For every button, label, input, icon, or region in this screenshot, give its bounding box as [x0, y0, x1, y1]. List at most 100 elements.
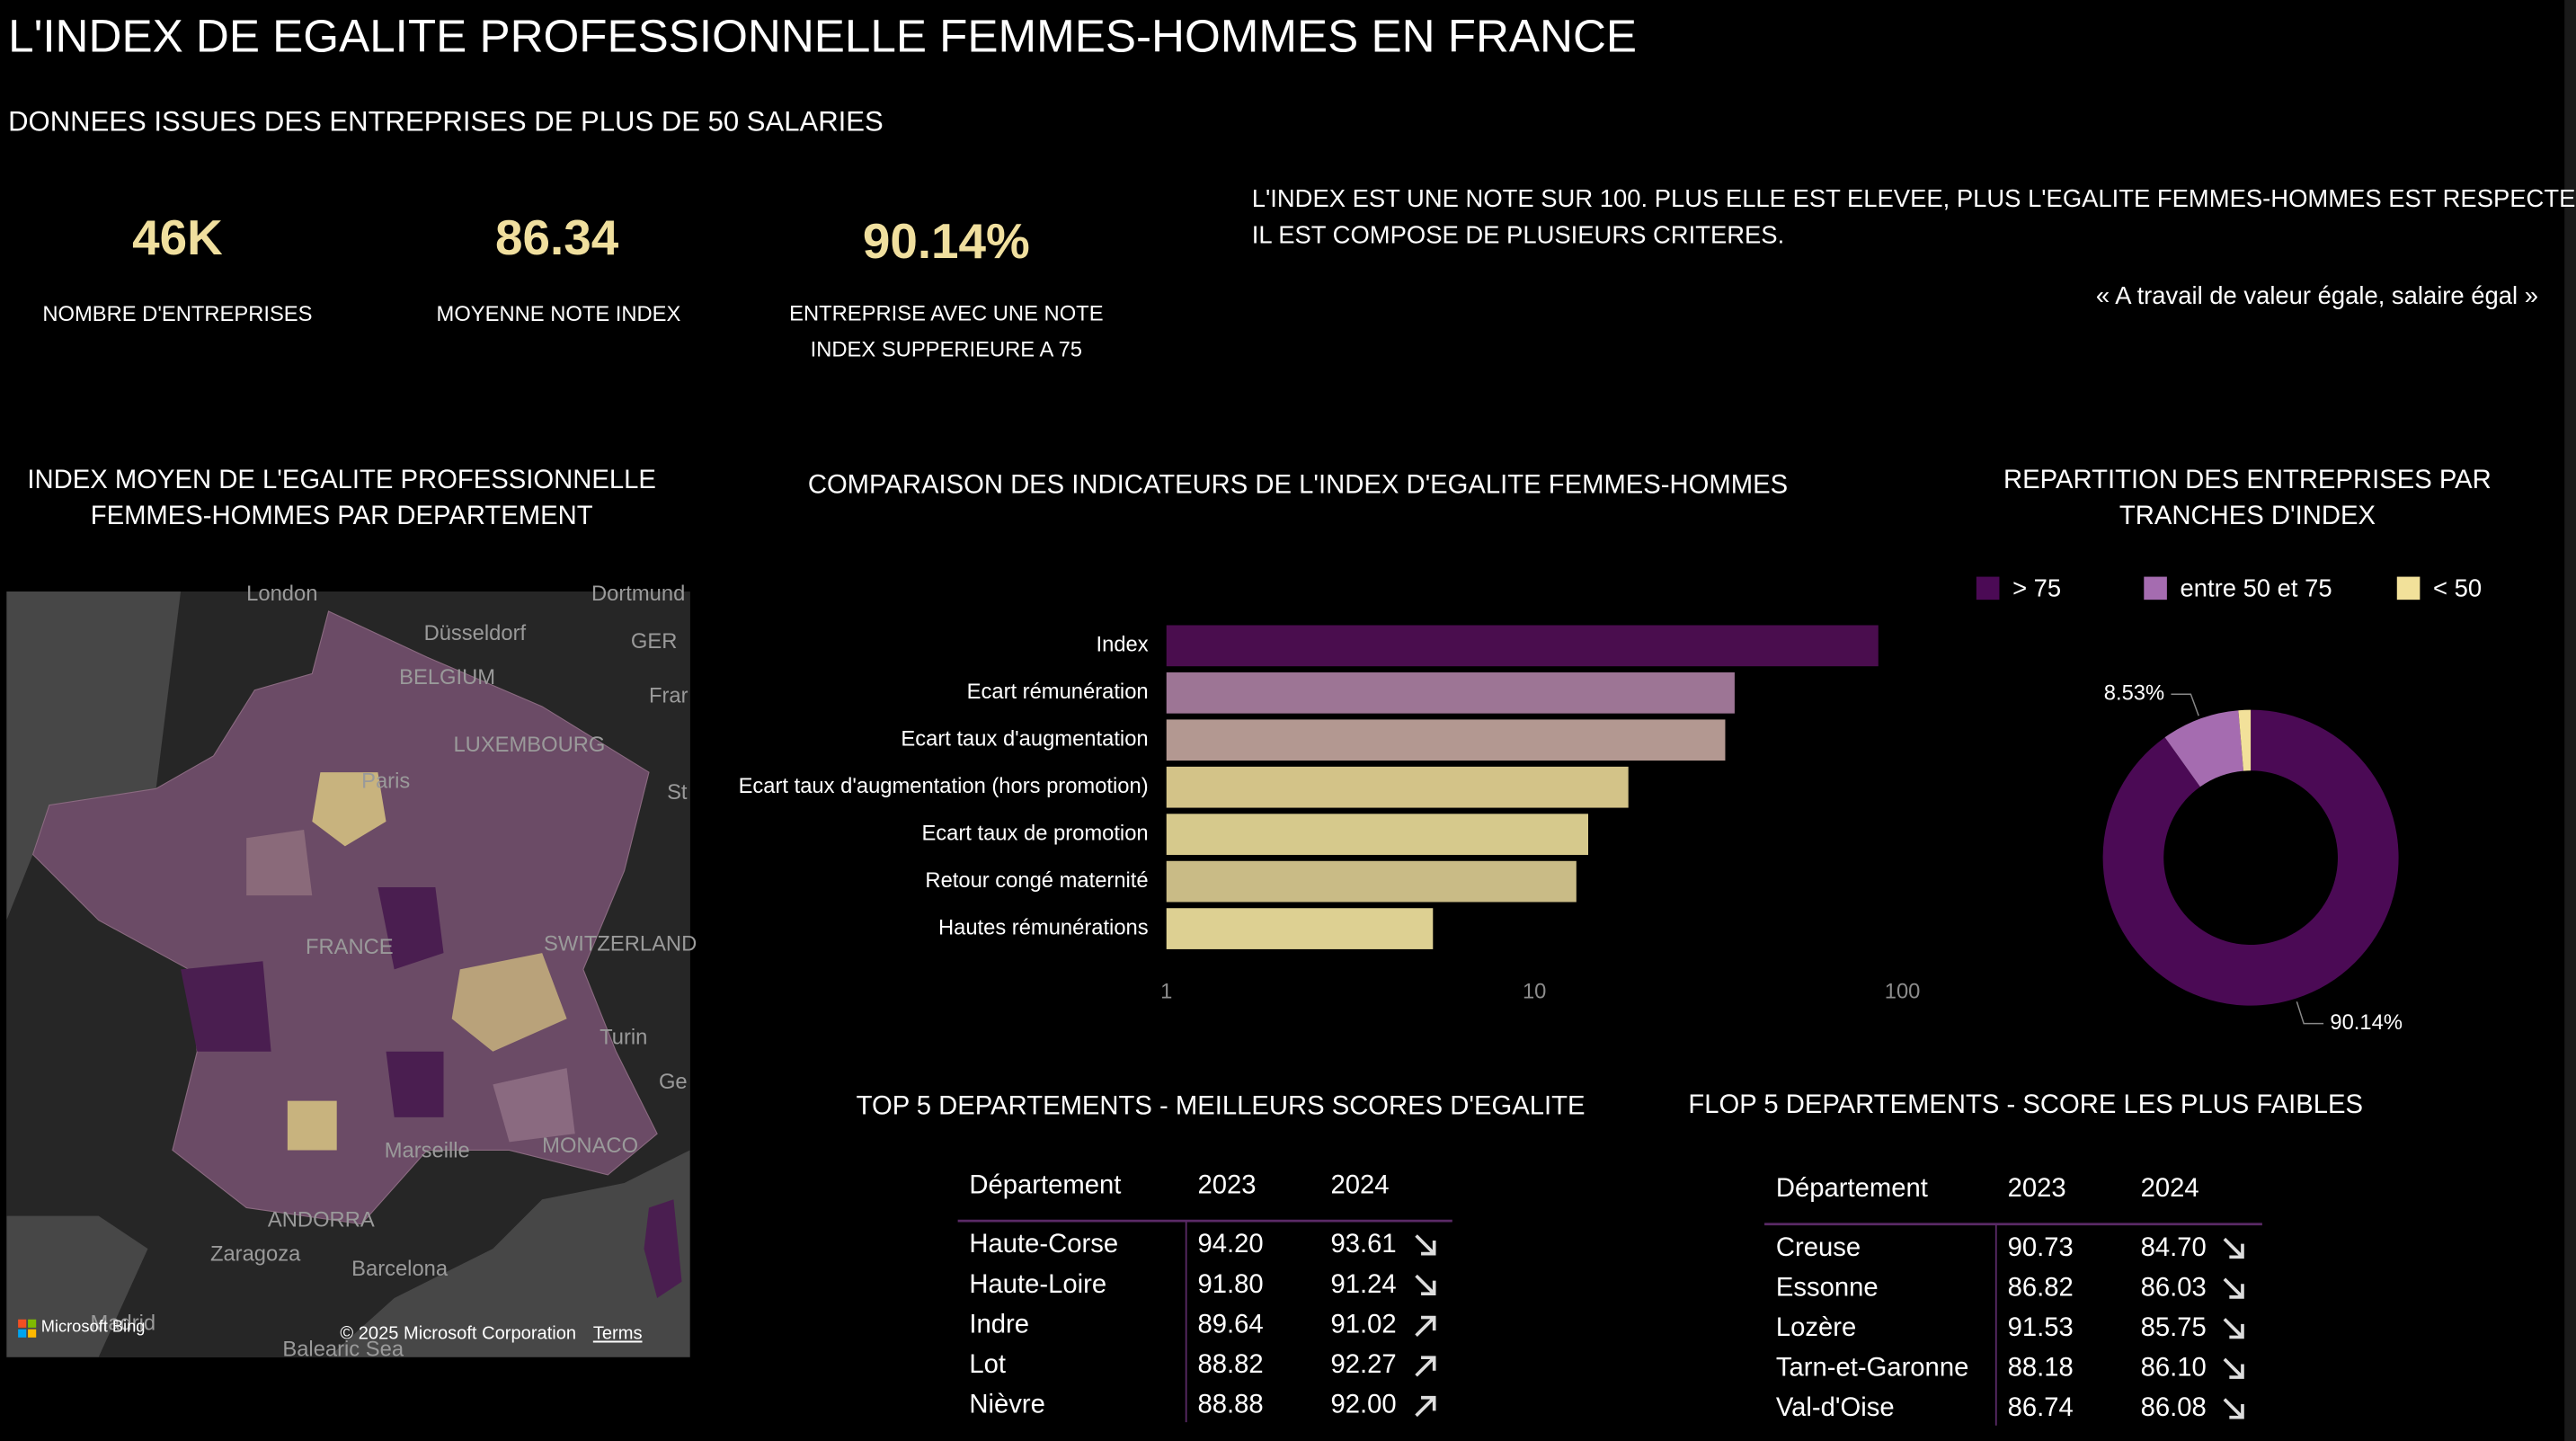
donut-title-box: REPARTITION DES ENTREPRISES PAR TRANCHES… [2003, 467, 2492, 531]
legend-swatch [2144, 576, 2167, 600]
legend-swatch [1976, 576, 2000, 600]
kpi-label: NOMBRE D'ENTREPRISES [42, 302, 312, 326]
leader-line [2171, 693, 2199, 716]
arrow-down [1415, 1274, 1436, 1296]
bar [1166, 766, 1629, 808]
map-region [378, 887, 444, 970]
table-cell: 86.82 [2008, 1273, 2074, 1302]
table-cell: 91.02 [1331, 1310, 1397, 1339]
data-label: 90.14% [2330, 1010, 2403, 1035]
map-label: Barcelona [351, 1257, 449, 1281]
table-cell: Lozère [1776, 1313, 1856, 1342]
bing-logo [28, 1319, 37, 1328]
map-label: SWITZERLAND [544, 931, 697, 956]
table-cell: 88.82 [1197, 1350, 1263, 1379]
table-title: TOP 5 DEPARTEMENTS - MEILLEURS SCORES D'… [857, 1092, 1586, 1121]
bar [1166, 719, 1726, 761]
map-title-box: INDEX MOYEN DE L'EGALITE PROFESSIONNELLE… [27, 467, 656, 531]
arrow-down [2223, 1318, 2244, 1339]
table-cell: 91.53 [2008, 1313, 2074, 1342]
bing-logo [18, 1329, 27, 1338]
map-label: Madrid [91, 1312, 156, 1336]
map-attribution: © 2025 Microsoft Corporation [340, 1323, 576, 1343]
map-label: ANDORRA [268, 1207, 375, 1232]
bar [1166, 672, 1735, 714]
legend-label: < 50 [2433, 574, 2482, 601]
map-label: BELGIUM [399, 665, 495, 689]
table-cell: Essonne [1776, 1273, 1879, 1302]
column-header: Département [1776, 1174, 1928, 1203]
x-tick-label: 10 [1523, 979, 1546, 1003]
bar [1166, 860, 1577, 903]
table-cell: 91.24 [1331, 1270, 1397, 1299]
page-subtitle: DONNEES ISSUES DES ENTREPRISES DE PLUS D… [8, 105, 884, 137]
table-cell: Tarn-et-Garonne [1776, 1354, 1969, 1383]
kpi-value: 46K [132, 209, 223, 265]
table-cell: 86.08 [2141, 1393, 2207, 1422]
y-tick-label: Ecart taux d'augmentation [901, 727, 1148, 752]
map-region [493, 1068, 575, 1143]
map[interactable]: London Düsseldorf Dortmund GER BELGIUM F… [6, 582, 697, 1362]
map-region [287, 1100, 337, 1151]
arrow-up [1415, 1395, 1436, 1418]
table-cell: Creuse [1776, 1233, 1861, 1262]
table-cell: 89.64 [1197, 1310, 1263, 1339]
map-region [181, 961, 271, 1052]
map-label: Frar [649, 683, 688, 707]
x-tick-label: 100 [1885, 979, 1921, 1003]
map-label: Düsseldorf [424, 621, 527, 645]
kpi-value: 86.34 [495, 209, 619, 265]
x-tick-label: 1 [1160, 979, 1172, 1003]
table-cell: 88.18 [2008, 1354, 2074, 1383]
map-title: INDEX MOYEN DE L'EGALITE PROFESSIONNELLE… [27, 467, 656, 531]
map-region [386, 1051, 444, 1117]
y-tick-label: Ecart rémunération [967, 680, 1149, 704]
arrow-up [1415, 1315, 1436, 1337]
note-line: L'INDEX EST UNE NOTE SUR 100. PLUS ELLE … [1252, 184, 2576, 212]
bing-text: Microsoft Bing [41, 1317, 146, 1336]
table-cell: 92.27 [1331, 1350, 1397, 1379]
y-tick-label: Hautes rémunérations [938, 915, 1149, 939]
y-tick-label: Index [1097, 633, 1149, 657]
table-cell: 86.10 [2141, 1354, 2207, 1383]
arrow-down [2223, 1398, 2244, 1419]
map-region [451, 953, 567, 1052]
map-france [31, 610, 658, 1225]
table-cell: Indre [969, 1310, 1029, 1339]
scrollbar [2564, 0, 2576, 1441]
map-region [312, 772, 386, 847]
data-label: 8.53% [2104, 681, 2164, 706]
table-cell: 91.80 [1197, 1270, 1263, 1299]
map-label: Marseille [385, 1139, 470, 1163]
map-label: London [246, 582, 317, 606]
column-header: 2023 [2008, 1174, 2066, 1203]
map-label: Zaragoza [210, 1242, 301, 1267]
table-cell: Val-d'Oise [1776, 1393, 1895, 1422]
quote: « A travail de valeur égale, salaire éga… [2096, 281, 2538, 309]
bing-logo [18, 1319, 27, 1328]
table-cell: Lot [969, 1350, 1006, 1379]
table-cell: Haute-Corse [969, 1230, 1118, 1259]
map-terms[interactable]: Terms [593, 1323, 643, 1343]
kpi-label-box: ENTREPRISE AVEC UNE NOTE INDEX SUPPERIEU… [789, 300, 1103, 361]
bing-logo [28, 1329, 37, 1338]
table-cell: 90.73 [2008, 1233, 2074, 1262]
map-label: LUXEMBOURG [453, 733, 605, 757]
map-label: Turin [600, 1025, 647, 1049]
map-label: Dortmund [591, 582, 685, 606]
arrow-down [2223, 1357, 2244, 1379]
table-cell: 88.88 [1197, 1391, 1263, 1419]
table-cell: 86.74 [2008, 1393, 2074, 1422]
page-title: L'INDEX DE EGALITE PROFESSIONNELLE FEMME… [8, 10, 1637, 61]
table-cell: 86.03 [2141, 1273, 2207, 1302]
note-line: IL EST COMPOSE DE PLUSIEURS CRITERES. [1252, 220, 1784, 248]
table-cell: 92.00 [1331, 1391, 1397, 1419]
leader-line [2296, 1001, 2324, 1025]
column-header: 2024 [1331, 1170, 1390, 1199]
chart-title: REPARTITION DES ENTREPRISES PAR TRANCHES… [2003, 467, 2492, 531]
map-label: Balearic Sea [282, 1338, 404, 1362]
arrow-down [2223, 1277, 2244, 1299]
bar [1166, 625, 1879, 667]
table-cell: 84.70 [2141, 1233, 2207, 1262]
